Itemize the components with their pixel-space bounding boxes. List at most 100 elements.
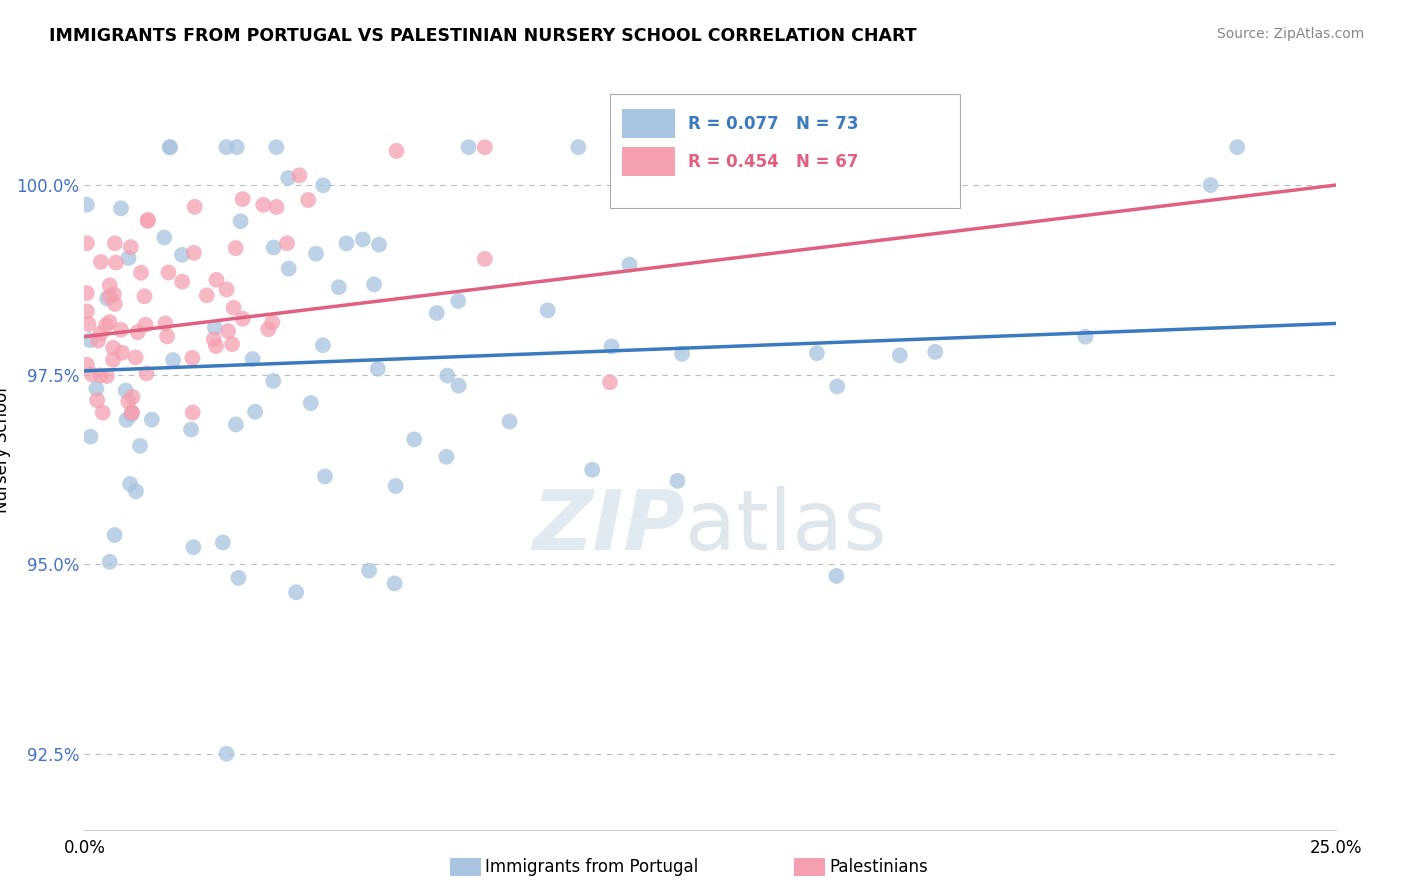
Point xyxy=(104,236,127,251)
Point xyxy=(447,378,470,392)
Point xyxy=(89,368,111,383)
Point xyxy=(157,266,180,280)
Point xyxy=(181,351,204,365)
Point xyxy=(215,747,238,761)
Point xyxy=(76,286,98,301)
Point xyxy=(120,477,142,491)
Point xyxy=(181,406,204,420)
Point xyxy=(136,214,159,228)
Point xyxy=(1226,140,1249,154)
Point xyxy=(215,283,238,297)
Text: R = 0.454   N = 67: R = 0.454 N = 67 xyxy=(688,153,858,170)
Point xyxy=(129,439,152,453)
Point xyxy=(202,332,225,346)
Text: IMMIGRANTS FROM PORTUGAL VS PALESTINIAN NURSERY SCHOOL CORRELATION CHART: IMMIGRANTS FROM PORTUGAL VS PALESTINIAN … xyxy=(49,27,917,45)
Point xyxy=(76,304,98,318)
Point xyxy=(257,322,280,336)
Point xyxy=(474,252,496,266)
Point xyxy=(363,277,385,292)
Point xyxy=(77,317,100,331)
Point xyxy=(76,358,98,372)
Point xyxy=(80,367,103,381)
Point xyxy=(136,212,159,227)
Point xyxy=(266,140,288,154)
Point xyxy=(156,329,179,343)
Point xyxy=(159,140,181,154)
Point xyxy=(581,463,603,477)
Point xyxy=(162,353,184,368)
Point xyxy=(115,413,138,427)
Point xyxy=(312,178,335,193)
Point xyxy=(76,198,98,212)
Point xyxy=(276,236,298,251)
Point xyxy=(1074,330,1097,344)
Point xyxy=(104,297,127,311)
Point xyxy=(205,273,228,287)
Point xyxy=(368,237,391,252)
Point xyxy=(183,245,205,260)
Point xyxy=(384,576,406,591)
Point xyxy=(1199,178,1222,193)
Point xyxy=(474,140,496,154)
Point xyxy=(252,198,274,212)
Point xyxy=(229,214,252,228)
Point xyxy=(127,325,149,339)
Point xyxy=(384,479,406,493)
Point xyxy=(232,192,254,206)
Text: atlas: atlas xyxy=(685,486,887,566)
Point xyxy=(225,140,247,154)
Point xyxy=(825,569,848,583)
Point xyxy=(619,258,641,272)
Point xyxy=(98,278,121,293)
Point xyxy=(299,396,322,410)
Point xyxy=(277,171,299,186)
Point xyxy=(262,315,284,329)
Point xyxy=(457,140,479,154)
Point xyxy=(90,255,112,269)
Point xyxy=(103,287,125,301)
Point xyxy=(277,261,299,276)
Point xyxy=(666,474,689,488)
Point xyxy=(121,406,143,420)
Point xyxy=(110,323,132,337)
Point xyxy=(404,433,426,447)
Point xyxy=(125,484,148,499)
Y-axis label: Nursery School: Nursery School xyxy=(0,387,11,514)
Point xyxy=(90,326,112,341)
Point xyxy=(98,555,121,569)
FancyBboxPatch shape xyxy=(623,147,675,176)
Point xyxy=(212,535,235,549)
Point xyxy=(170,248,193,262)
Point xyxy=(135,367,157,381)
Point xyxy=(120,408,142,422)
Point xyxy=(288,169,311,183)
Point xyxy=(96,292,118,306)
Point xyxy=(205,339,228,353)
Point xyxy=(242,351,264,366)
Point xyxy=(124,351,146,365)
Point xyxy=(153,230,176,244)
Point xyxy=(889,348,911,362)
Point xyxy=(243,405,266,419)
Point xyxy=(367,361,389,376)
Point xyxy=(195,288,218,302)
Point xyxy=(172,275,194,289)
Point xyxy=(498,415,520,429)
Point xyxy=(426,306,449,320)
Point xyxy=(91,406,114,420)
Text: Immigrants from Portugal: Immigrants from Portugal xyxy=(485,858,699,876)
Point xyxy=(79,333,101,347)
Point xyxy=(222,301,245,315)
Point xyxy=(436,450,458,464)
Point xyxy=(96,369,118,384)
Point xyxy=(117,251,139,265)
Point xyxy=(232,311,254,326)
Point xyxy=(297,193,319,207)
Point xyxy=(104,528,127,542)
Point xyxy=(111,345,134,359)
Point xyxy=(87,334,110,348)
Text: Palestinians: Palestinians xyxy=(830,858,928,876)
Point xyxy=(98,315,121,329)
Point xyxy=(599,375,621,389)
Point xyxy=(117,394,139,409)
